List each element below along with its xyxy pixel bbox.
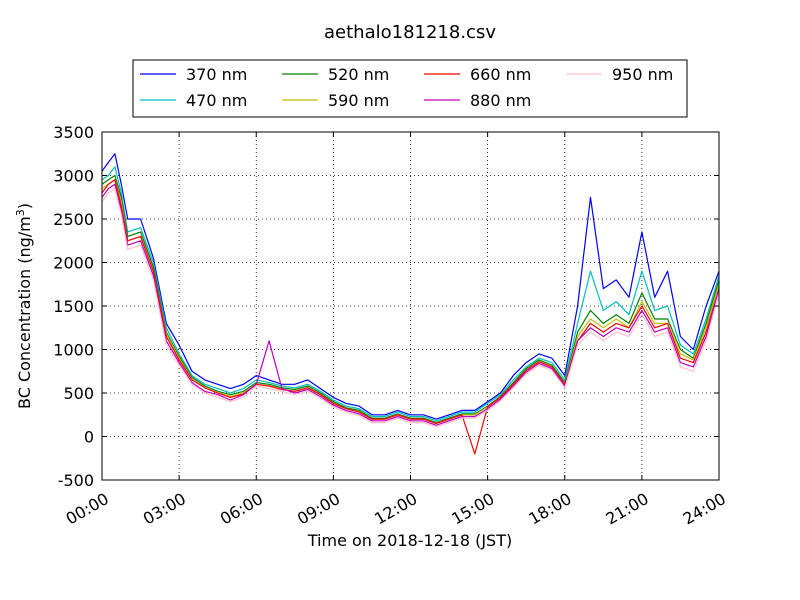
y-axis-label: BC Concentration (ng/m3) <box>14 203 34 409</box>
y-tick-label: 500 <box>63 384 94 403</box>
y-tick-label: 1000 <box>53 341 94 360</box>
y-tick-label: -500 <box>58 471 94 490</box>
x-tick-label: 24:00 <box>680 489 729 529</box>
x-tick-label: 00:00 <box>63 489 112 529</box>
x-tick-label: 12:00 <box>371 489 420 529</box>
series-line-520-nm <box>101 174 720 424</box>
axis-ticks: 00:00 03:00 06:00 09:00 12:00 15:00 18:00 21:00… <box>53 123 729 529</box>
x-tick-label: 21:00 <box>602 489 651 529</box>
legend-label: 950 nm <box>612 65 673 84</box>
x-axis-label: Time on 2018-12-18 (JST) <box>307 531 512 550</box>
series-line-370-nm <box>101 153 720 420</box>
legend-label: 880 nm <box>470 91 531 110</box>
y-tick-label: 2000 <box>53 254 94 273</box>
legend-label: 470 nm <box>186 91 247 110</box>
y-axis-label-end: ) <box>15 203 34 209</box>
grid-lines <box>102 132 719 480</box>
x-tick-label: 06:00 <box>217 489 266 529</box>
y-tick-label: 1500 <box>53 297 94 316</box>
series-line-470-nm <box>101 166 720 422</box>
y-axis-label-superscript: 3 <box>14 209 27 216</box>
legend-label: 590 nm <box>328 91 389 110</box>
series-line-880-nm <box>101 183 720 426</box>
legend-label: 520 nm <box>328 65 389 84</box>
chart-legend: 370 nm 470 nm 520 nm 590 nm 660 nm 880 nm 950 … <box>132 59 688 118</box>
x-tick-label: 09:00 <box>294 489 343 529</box>
x-tick-label: 03:00 <box>140 489 189 529</box>
series-lines <box>101 153 720 455</box>
y-tick-label: 3000 <box>53 167 94 186</box>
y-tick-label: 2500 <box>53 210 94 229</box>
legend-frame <box>132 59 688 118</box>
series-line-660-nm <box>101 179 720 455</box>
y-tick-label: 3500 <box>53 123 94 142</box>
x-tick-label: 18:00 <box>525 489 574 529</box>
series-line-950-nm <box>101 188 720 428</box>
x-tick-label: 15:00 <box>448 489 497 529</box>
legend-label: 370 nm <box>186 65 247 84</box>
y-tick-label: 0 <box>84 428 94 447</box>
legend-label: 660 nm <box>470 65 531 84</box>
y-axis-label-main: BC Concentration (ng/m <box>15 216 34 409</box>
chart-title: aethalo181218.csv <box>324 22 496 43</box>
